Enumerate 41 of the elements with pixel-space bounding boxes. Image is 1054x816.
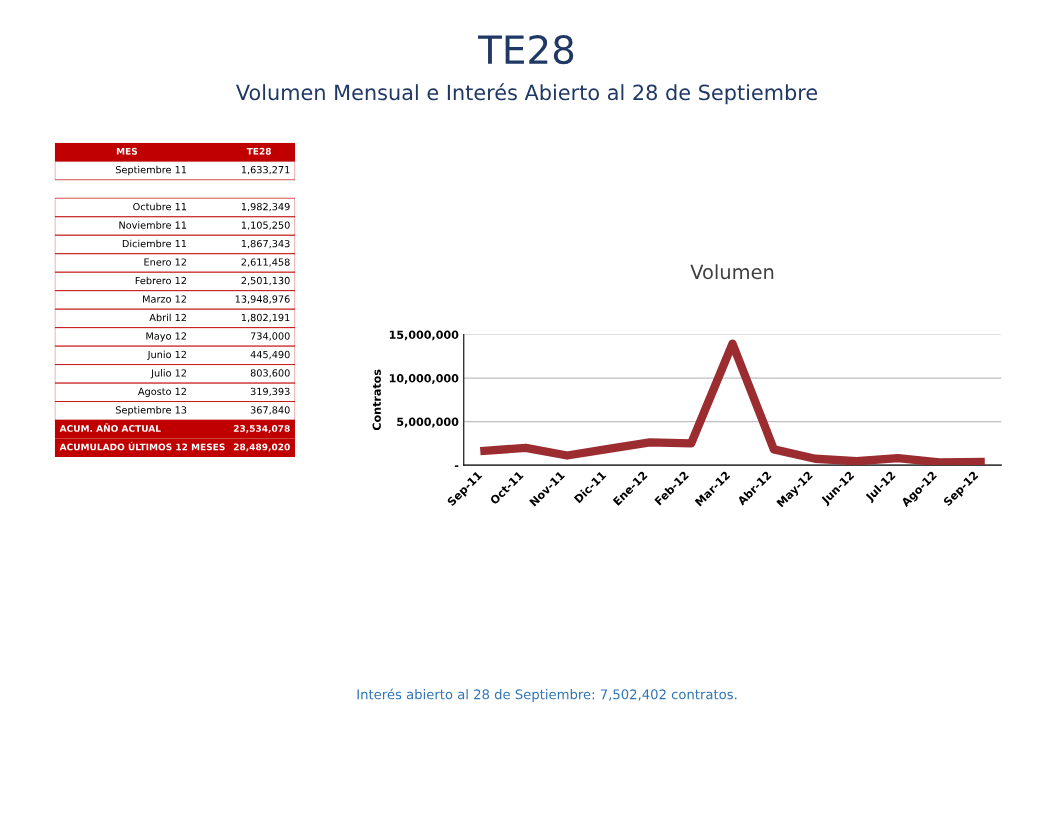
text: Septiembre 13	[115, 406, 187, 416]
text: Febrero 12	[135, 276, 186, 285]
text: 734,000	[250, 332, 290, 341]
text: 319,393	[250, 387, 290, 397]
text: 1,802,191	[241, 313, 290, 323]
text: Junio 12	[147, 350, 187, 360]
y-tick-label: 10,000,000	[389, 374, 459, 384]
text: TE28	[477, 34, 574, 65]
text: 1,982,349	[241, 202, 290, 212]
text: Mayo 12	[146, 332, 186, 342]
text: Septiembre 11	[115, 165, 187, 176]
chart-title: Volumen	[690, 264, 774, 280]
text: ACUMULADO ÚLTIMOS 12 MESES	[59, 441, 225, 451]
text: Volumen Mensual e Interés Abierto al 28 de Septiembre	[235, 83, 818, 105]
text: 13,948,976	[235, 295, 290, 304]
text: 803,600	[250, 369, 290, 378]
text: Interés abierto al 28 de Septiembre: 7,502,402 contratos.	[357, 688, 737, 702]
text: Agosto 12	[138, 387, 187, 397]
text: 1,105,250	[241, 221, 290, 230]
text: 367,840	[250, 406, 290, 415]
y-tick-label: 5,000,000	[397, 417, 459, 428]
y-axis-title: Contratos	[372, 369, 381, 431]
text: 28,489,020	[233, 443, 290, 452]
text: 23,534,078	[233, 425, 290, 434]
text: ACUM. AÑO ACTUAL	[59, 423, 161, 432]
text: Enero 12	[144, 258, 187, 266]
text: 445,490	[250, 350, 290, 360]
text: Octubre 11	[133, 202, 187, 211]
text: Noviembre 11	[119, 221, 187, 229]
y-tick-label: -	[454, 465, 459, 467]
text: Abril 12	[149, 313, 187, 322]
text: TE28	[246, 147, 271, 155]
text: MES	[116, 147, 138, 155]
text: 1,633,271	[241, 165, 290, 175]
text: 1,867,343	[241, 239, 290, 249]
text: Julio 12	[150, 369, 187, 379]
text: 2,611,458	[241, 258, 290, 267]
text: 2,501,130	[241, 276, 290, 286]
y-tick-label: 15,000,000	[389, 330, 459, 341]
text: Marzo 12	[143, 295, 187, 303]
text: Diciembre 11	[122, 239, 187, 248]
